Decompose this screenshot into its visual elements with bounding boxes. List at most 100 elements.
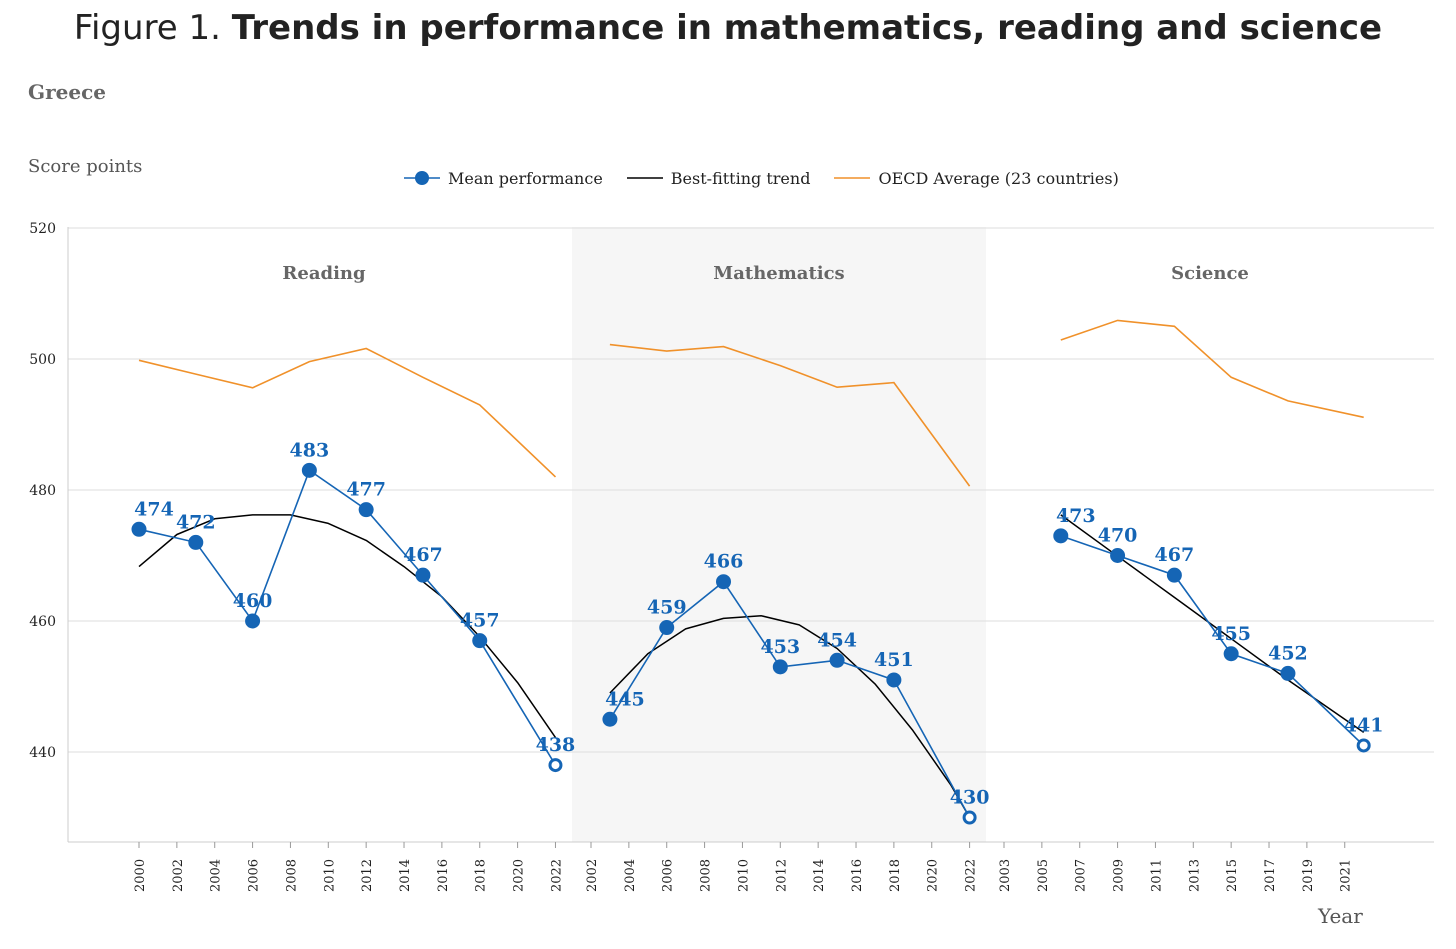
legend-item-oecd: OECD Average (23 countries) bbox=[834, 168, 1119, 188]
x-tick-label: 2007 bbox=[1074, 859, 1089, 892]
x-tick-label: 2009 bbox=[1112, 859, 1127, 892]
mean-point-mathematics bbox=[659, 620, 675, 636]
x-tick-label: 2019 bbox=[1301, 859, 1316, 892]
mean-point-science bbox=[1356, 738, 1371, 753]
data-label-reading: 457 bbox=[460, 610, 500, 632]
x-tick-label: 2018 bbox=[474, 859, 489, 892]
x-tick-label: 2022 bbox=[549, 859, 564, 892]
data-label-mathematics: 466 bbox=[704, 551, 744, 573]
x-tick-label: 2018 bbox=[888, 859, 903, 892]
x-tick-label: 2021 bbox=[1339, 859, 1354, 892]
mean-point-science bbox=[1110, 548, 1126, 563]
y-axis-label: Score points bbox=[28, 156, 143, 177]
mean-point-mathematics bbox=[602, 711, 618, 727]
data-label-science: 470 bbox=[1098, 525, 1138, 547]
mean-point-mathematics bbox=[962, 810, 977, 825]
y-tick-label: 480 bbox=[29, 483, 56, 499]
legend-oecd-label: OECD Average (23 countries) bbox=[878, 168, 1119, 188]
x-axis-label: Year bbox=[1318, 904, 1363, 928]
oecd-line-reading bbox=[138, 347, 557, 478]
data-label-reading: 467 bbox=[403, 544, 443, 566]
y-tick-label: 440 bbox=[29, 745, 56, 761]
mean-point-mathematics bbox=[716, 574, 732, 590]
data-label-science: 455 bbox=[1211, 623, 1251, 645]
x-tick-label: 2008 bbox=[699, 859, 714, 892]
mean-line-reading bbox=[138, 469, 557, 766]
data-label-science: 473 bbox=[1056, 505, 1096, 527]
x-tick-label: 2014 bbox=[812, 859, 827, 892]
data-label-science: 441 bbox=[1344, 714, 1384, 736]
x-tick-label: 2011 bbox=[1149, 859, 1164, 892]
y-tick-label: 500 bbox=[29, 352, 56, 368]
mean-point-science bbox=[1053, 528, 1069, 544]
x-tick-label: 2016 bbox=[436, 859, 451, 892]
mean-point-reading bbox=[245, 613, 261, 629]
x-tick-label: 2020 bbox=[926, 859, 941, 892]
figure-title-prefix: Figure 1. bbox=[73, 8, 221, 48]
panel-shade-mathematics bbox=[572, 227, 986, 842]
legend-trend-label: Best-fitting trend bbox=[670, 168, 811, 188]
x-tick-label: 2012 bbox=[360, 859, 375, 892]
panel-title-science: Science bbox=[1171, 263, 1249, 284]
x-tick-label: 2016 bbox=[850, 859, 865, 892]
x-tick-label: 2003 bbox=[998, 859, 1013, 892]
mean-point-reading bbox=[472, 633, 488, 649]
data-label-reading: 477 bbox=[346, 479, 386, 501]
mean-point-mathematics bbox=[886, 672, 902, 688]
data-label-mathematics: 430 bbox=[950, 787, 990, 809]
data-label-reading: 472 bbox=[176, 511, 216, 533]
legend-item-mean: Mean performance bbox=[404, 169, 603, 188]
data-label-reading: 460 bbox=[233, 590, 273, 612]
x-tick-label: 2004 bbox=[623, 859, 638, 892]
mean-point-science bbox=[1280, 665, 1296, 681]
x-tick-label: 2006 bbox=[247, 859, 262, 892]
figure-title: Figure 1. Trends in performance in mathe… bbox=[0, 8, 1456, 48]
chart-legend: Mean performance Best-fitting trend OECD… bbox=[404, 166, 1143, 190]
mean-point-reading bbox=[131, 521, 147, 537]
x-tick-label: 2005 bbox=[1036, 859, 1051, 892]
x-tick-label: 2002 bbox=[585, 859, 600, 892]
panel-title-reading: Reading bbox=[282, 263, 366, 284]
data-label-reading: 474 bbox=[134, 498, 174, 520]
x-tick-label: 2002 bbox=[171, 859, 186, 892]
x-tick-label: 2017 bbox=[1263, 859, 1278, 892]
mean-point-reading bbox=[301, 462, 317, 478]
data-label-mathematics: 451 bbox=[874, 649, 914, 671]
x-tick-label: 2004 bbox=[209, 859, 224, 892]
x-tick-label: 2010 bbox=[322, 859, 337, 892]
x-tick-label: 2012 bbox=[774, 859, 789, 892]
mean-point-reading bbox=[358, 502, 374, 518]
y-tick-label: 460 bbox=[29, 614, 56, 630]
mean-point-mathematics bbox=[829, 652, 845, 668]
x-tick-label: 2015 bbox=[1225, 859, 1240, 892]
legend-mean-label: Mean performance bbox=[448, 168, 603, 188]
figure-title-main: Trends in performance in mathematics, re… bbox=[231, 8, 1383, 48]
country-label: Greece bbox=[28, 80, 106, 104]
data-label-reading: 438 bbox=[536, 734, 576, 756]
mean-line-science bbox=[1060, 535, 1365, 747]
x-tick-label: 2008 bbox=[284, 859, 299, 892]
mean-point-science bbox=[1166, 567, 1182, 583]
y-tick-label: 520 bbox=[29, 221, 56, 237]
x-tick-label: 2014 bbox=[398, 859, 413, 892]
legend-item-trend: Best-fitting trend bbox=[626, 168, 811, 188]
x-tick-label: 2006 bbox=[661, 859, 676, 892]
data-label-mathematics: 459 bbox=[647, 597, 687, 619]
legend-oecd-marker bbox=[834, 177, 871, 179]
mean-point-reading bbox=[548, 758, 563, 773]
data-label-mathematics: 453 bbox=[760, 636, 800, 658]
oecd-line-science bbox=[1060, 319, 1364, 419]
trend-line-mathematics bbox=[609, 615, 971, 818]
legend-mean-marker bbox=[404, 171, 440, 185]
mean-point-mathematics bbox=[772, 659, 788, 675]
x-tick-label: 2013 bbox=[1187, 859, 1202, 892]
mean-point-reading bbox=[188, 534, 204, 550]
data-label-science: 452 bbox=[1268, 642, 1308, 664]
x-tick-label: 2020 bbox=[512, 859, 527, 892]
x-tick-label: 2000 bbox=[133, 859, 148, 892]
mean-point-science bbox=[1223, 646, 1239, 662]
legend-trend-marker bbox=[626, 177, 663, 179]
x-tick-label: 2010 bbox=[736, 859, 751, 892]
data-label-science: 467 bbox=[1155, 544, 1195, 566]
